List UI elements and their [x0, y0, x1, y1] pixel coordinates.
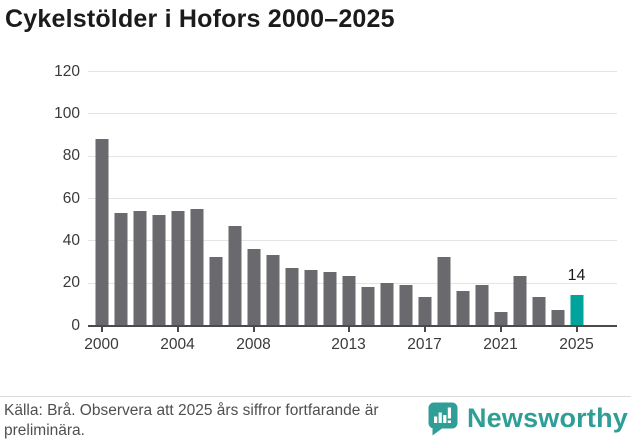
x-axis-tick-2025	[575, 327, 578, 332]
bar-cell-2016	[396, 71, 415, 325]
bar-2020	[475, 284, 488, 325]
plot-area: 2000 2004 2008 2013 2017 2021 14 2025	[84, 71, 617, 353]
bar-cell-2012	[320, 71, 339, 325]
bar-2017	[418, 297, 431, 325]
bar-cell-2002	[130, 71, 149, 325]
bar-cell-2015	[377, 71, 396, 325]
bar-cell-2007	[225, 71, 244, 325]
y-axis-label-0: 0	[71, 316, 80, 334]
bar-cell-2014	[358, 71, 377, 325]
bar-cell-2021: 2021	[483, 71, 518, 353]
x-axis-label-2008: 2008	[236, 336, 271, 353]
bar-2022	[513, 276, 526, 325]
bar-2013	[342, 276, 355, 325]
bar-cell-2023	[529, 71, 548, 325]
x-axis-label-2000: 2000	[84, 336, 119, 353]
x-axis-label-2025: 2025	[559, 336, 594, 353]
bar-value-label: 14	[567, 267, 586, 285]
bar-2012	[323, 272, 336, 325]
bar-2007	[228, 225, 241, 325]
bar-cell-2004: 2004	[160, 71, 195, 353]
bar-2002	[133, 210, 146, 325]
y-axis-label-20: 20	[62, 274, 80, 292]
bar-2004	[171, 210, 184, 325]
bar-cell-2011	[301, 71, 320, 325]
bar-2025	[570, 295, 583, 325]
bar-cell-2024	[548, 71, 567, 325]
gridline-80	[88, 155, 617, 157]
bar-cell-2006	[206, 71, 225, 325]
chart-title: Cykelstölder i Hofors 2000–2025	[5, 5, 395, 33]
y-axis-label-80: 80	[62, 147, 80, 165]
bar-cell-2001	[111, 71, 130, 325]
x-axis-line	[88, 325, 617, 327]
y-axis-label-60: 60	[62, 189, 80, 207]
bar-cell-2018	[434, 71, 453, 325]
bar-cell-2005	[187, 71, 206, 325]
bar-2016	[399, 284, 412, 325]
x-axis-tick-2004	[176, 327, 179, 332]
bars-container: 2000 2004 2008 2013 2017 2021 14 2025	[84, 71, 594, 353]
x-axis-tick-2013	[347, 327, 350, 332]
bar-2011	[304, 269, 317, 325]
gridline-40	[88, 240, 617, 242]
newsworthy-icon	[427, 401, 459, 436]
y-axis-label-100: 100	[54, 104, 80, 122]
bar-2019	[456, 291, 469, 325]
bar-cell-2003	[149, 71, 168, 325]
x-axis-tick-2021	[499, 327, 502, 332]
x-axis-tick-2017	[423, 327, 426, 332]
bar-cell-2025: 14 2025	[559, 71, 593, 353]
bar-2018	[437, 257, 450, 325]
bar-2010	[285, 267, 298, 325]
bar-2001	[114, 212, 127, 325]
x-axis-tick-2008	[252, 327, 255, 332]
bar-cell-2020	[472, 71, 491, 325]
x-axis-label-2013: 2013	[331, 336, 366, 353]
bar-2005	[190, 208, 203, 325]
x-axis-label-2021: 2021	[483, 336, 518, 353]
bar-2014	[361, 286, 374, 325]
bar-cell-2013: 2013	[331, 71, 366, 353]
y-axis: 0 20 40 60 80 100 120	[0, 63, 80, 334]
newsworthy-logo[interactable]: Newsworthy	[427, 400, 628, 436]
gridline-100	[88, 113, 617, 115]
bar-2000	[95, 138, 108, 325]
footer-divider	[0, 396, 631, 397]
bar-2023	[532, 297, 545, 325]
bar-cell-2008: 2008	[236, 71, 271, 353]
gridline-60	[88, 198, 617, 199]
bar-2024	[551, 310, 564, 325]
x-axis-tick-2000	[100, 327, 103, 332]
bar-2009	[266, 255, 279, 325]
bar-2003	[152, 214, 165, 325]
x-axis-label-2004: 2004	[160, 336, 195, 353]
bar-2015	[380, 282, 393, 325]
gridline-120	[88, 71, 617, 72]
bar-cell-2017: 2017	[407, 71, 442, 353]
bar-cell-2022	[510, 71, 529, 325]
y-axis-label-120: 120	[54, 62, 80, 80]
newsworthy-wordmark: Newsworthy	[466, 402, 628, 433]
bar-cell-2000: 2000	[84, 71, 119, 353]
x-axis-label-2017: 2017	[407, 336, 442, 353]
bar-cell-2009	[263, 71, 282, 325]
y-axis-label-40: 40	[62, 231, 80, 249]
bar-cell-2019	[453, 71, 472, 325]
bar-2006	[209, 257, 222, 325]
bar-cell-2010	[282, 71, 301, 325]
source-note: Källa: Brå. Observera att 2025 års siffr…	[4, 402, 379, 439]
bar-2021	[494, 312, 507, 325]
bar-2008	[247, 248, 260, 325]
